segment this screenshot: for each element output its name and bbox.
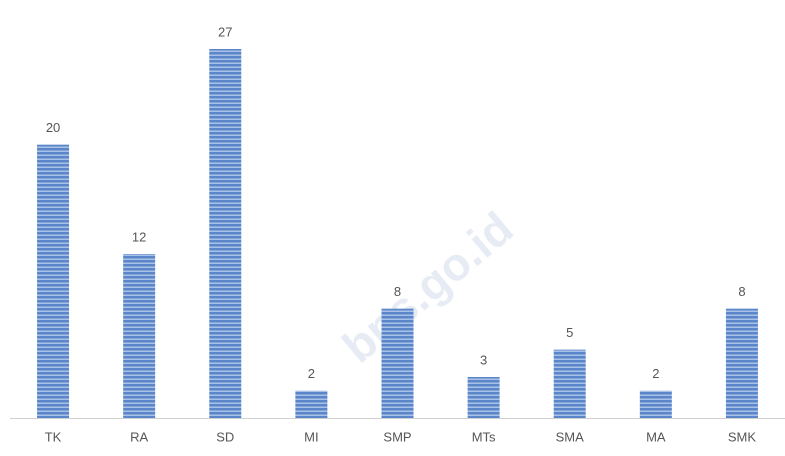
bar xyxy=(381,308,414,418)
x-tick-label: SMA xyxy=(556,429,585,444)
value-label: 8 xyxy=(738,284,745,299)
value-label: 12 xyxy=(132,229,146,244)
x-tick-label: MTs xyxy=(472,429,496,444)
x-tick-label: SMP xyxy=(383,429,411,444)
watermark: bps.go.id xyxy=(333,201,523,372)
x-tick-label: TK xyxy=(45,429,62,444)
x-tick-label: SD xyxy=(216,429,234,444)
value-label: 2 xyxy=(652,366,659,381)
bar xyxy=(467,377,500,418)
value-label: 20 xyxy=(46,120,60,135)
bar xyxy=(123,254,156,418)
x-tick-label: MA xyxy=(646,429,666,444)
x-tick-label: RA xyxy=(130,429,148,444)
bar xyxy=(639,390,672,418)
bar xyxy=(209,49,242,418)
x-tick-label: SMK xyxy=(728,429,757,444)
bar xyxy=(725,308,758,418)
x-tick-label: MI xyxy=(304,429,318,444)
value-label: 5 xyxy=(566,325,573,340)
bar xyxy=(37,144,70,418)
value-label: 27 xyxy=(218,24,232,39)
value-label: 8 xyxy=(394,284,401,299)
value-label: 3 xyxy=(480,352,487,367)
bar xyxy=(553,349,586,418)
value-label: 2 xyxy=(308,366,315,381)
bar xyxy=(295,390,328,418)
